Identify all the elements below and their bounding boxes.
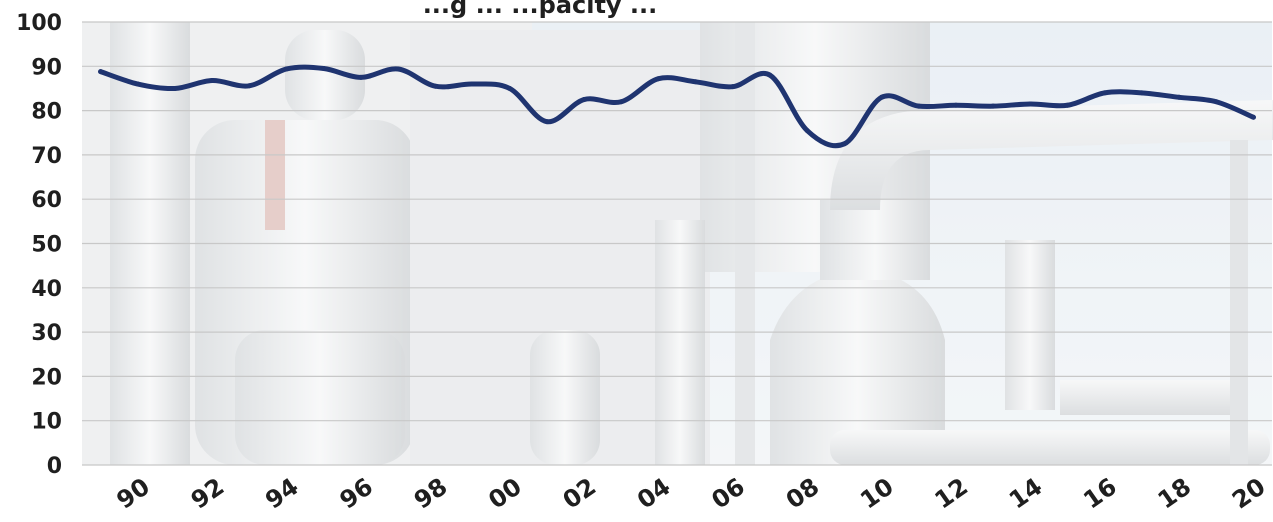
data-point (246, 83, 252, 89)
data-point (172, 85, 178, 91)
data-point (1176, 94, 1182, 100)
series-layer (98, 64, 1256, 149)
y-tick-label: 100 (16, 11, 62, 36)
x-tick-label: 94 (260, 472, 303, 514)
x-tick-label: 08 (781, 472, 824, 514)
y-axis-ticks: 0 10 20 30 40 50 60 70 80 90 100 (16, 11, 62, 479)
data-point (916, 103, 922, 109)
x-tick-label: 92 (186, 472, 229, 514)
data-point (953, 102, 959, 108)
data-point (730, 84, 736, 90)
data-point (469, 81, 475, 87)
x-tick-label: 98 (409, 472, 452, 514)
data-point (693, 79, 699, 85)
data-point (432, 83, 438, 89)
x-tick-label: 04 (632, 472, 675, 514)
data-point (879, 94, 885, 100)
data-point (135, 81, 141, 87)
data-point (1102, 90, 1108, 96)
x-tick-label: 02 (558, 472, 601, 514)
data-point (395, 66, 401, 72)
data-point (321, 66, 327, 72)
x-tick-label: 96 (335, 472, 378, 514)
data-point (209, 77, 215, 83)
y-tick-label: 90 (31, 55, 62, 80)
y-tick-label: 60 (31, 188, 62, 213)
y-tick-label: 40 (31, 277, 62, 302)
data-point (1064, 102, 1070, 108)
y-tick-label: 30 (31, 321, 62, 346)
y-tick-label: 70 (31, 144, 62, 169)
data-point (990, 103, 996, 109)
x-tick-label: 10 (855, 472, 898, 514)
data-point (1027, 101, 1033, 107)
x-tick-label: 18 (1153, 472, 1196, 514)
y-tick-label: 80 (31, 100, 62, 125)
data-point (618, 99, 624, 105)
data-point (655, 76, 661, 82)
x-axis-ticks: 90 92 94 96 98 00 02 04 06 08 10 12 14 16 18 20 (111, 472, 1270, 514)
y-tick-label: 0 (47, 454, 62, 479)
x-tick-label: 00 (483, 472, 526, 514)
data-point (804, 128, 810, 134)
y-tick-label: 50 (31, 233, 62, 258)
data-point (98, 69, 104, 75)
data-point (284, 66, 290, 72)
x-tick-label: 14 (1004, 472, 1047, 514)
data-point (1139, 90, 1145, 96)
data-point (358, 74, 364, 80)
x-tick-label: 20 (1227, 472, 1270, 514)
data-point (581, 97, 587, 103)
data-point (544, 119, 550, 125)
data-point (767, 72, 773, 78)
gridlines (82, 21, 1272, 466)
x-tick-label: 16 (1078, 472, 1121, 514)
data-point (1250, 114, 1256, 120)
x-tick-label: 12 (930, 472, 973, 514)
data-point (1213, 99, 1219, 105)
y-tick-label: 10 (31, 410, 62, 435)
data-point (507, 85, 513, 91)
series-line-0 (98, 64, 1256, 149)
x-tick-label: 90 (111, 472, 154, 514)
x-tick-label: 06 (706, 472, 749, 514)
chart-title: ...g ... ...pacity ... (423, 0, 658, 19)
y-tick-label: 20 (31, 365, 62, 390)
data-point (841, 141, 847, 147)
